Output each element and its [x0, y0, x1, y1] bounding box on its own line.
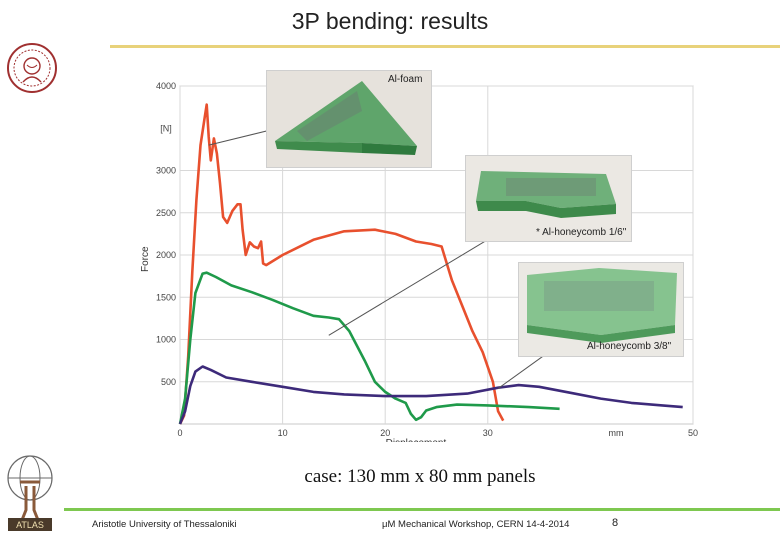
y-tick-label: 4000 [156, 81, 176, 91]
x-tick-label: 0 [177, 428, 182, 438]
annotation-pointer-al-honeycomb-1-6 [328, 231, 501, 336]
y-tick-label: 3000 [156, 166, 176, 176]
title-underline [110, 45, 780, 48]
al-foam-panel-photo: Al-foam [266, 70, 432, 168]
atlas-logo-icon: ATLAS [7, 455, 53, 531]
series-line-1 [178, 103, 505, 425]
al-honeycomb-3-8-label: Al-honeycomb 3/8" [587, 341, 672, 352]
footer-left-text: Aristotle University of Thessaloniki [92, 519, 237, 530]
y-unit-label: [N] [160, 123, 172, 133]
series-line-2 [178, 271, 560, 425]
page-number: 8 [612, 517, 619, 529]
y-axis-label: Force [140, 246, 151, 272]
x-unit-label: mm [609, 428, 624, 438]
al-honeycomb-1-6-panel-photo: * Al-honeycomb 1/6" [465, 155, 632, 242]
y-tick-label: 2500 [156, 208, 176, 218]
atlas-logo-text: ATLAS [16, 520, 44, 530]
x-tick-label: 10 [278, 428, 288, 438]
y-tick-label: 1500 [156, 292, 176, 302]
y-tick-label: 500 [161, 377, 176, 387]
x-axis-label: Displacement [386, 438, 447, 442]
footer-center-text: μM Mechanical Workshop, CERN 14-4-2014 [382, 519, 570, 530]
footer-divider [64, 508, 780, 511]
y-tick-label: 2000 [156, 250, 176, 260]
force-displacement-chart: 500 1000 1500 2000 2500 3000 4000 0 10 20 30 50 mm [N… [140, 81, 698, 442]
x-tick-label: 20 [380, 428, 390, 438]
slide-subtitle: case: 130 mm x 80 mm panels [304, 466, 536, 487]
al-foam-label: Al-foam [388, 74, 423, 85]
al-honeycomb-1-6-label: * Al-honeycomb 1/6" [536, 227, 627, 238]
x-tick-label: 30 [483, 428, 493, 438]
al-honeycomb-3-8-panel-photo: Al-honeycomb 3/8" [518, 262, 684, 357]
slide-title: 3P bending: results [291, 8, 489, 34]
y-tick-label: 1000 [156, 335, 176, 345]
x-tick-label: 50 [688, 428, 698, 438]
university-seal-icon [7, 43, 57, 93]
series-line-3 [178, 365, 683, 425]
